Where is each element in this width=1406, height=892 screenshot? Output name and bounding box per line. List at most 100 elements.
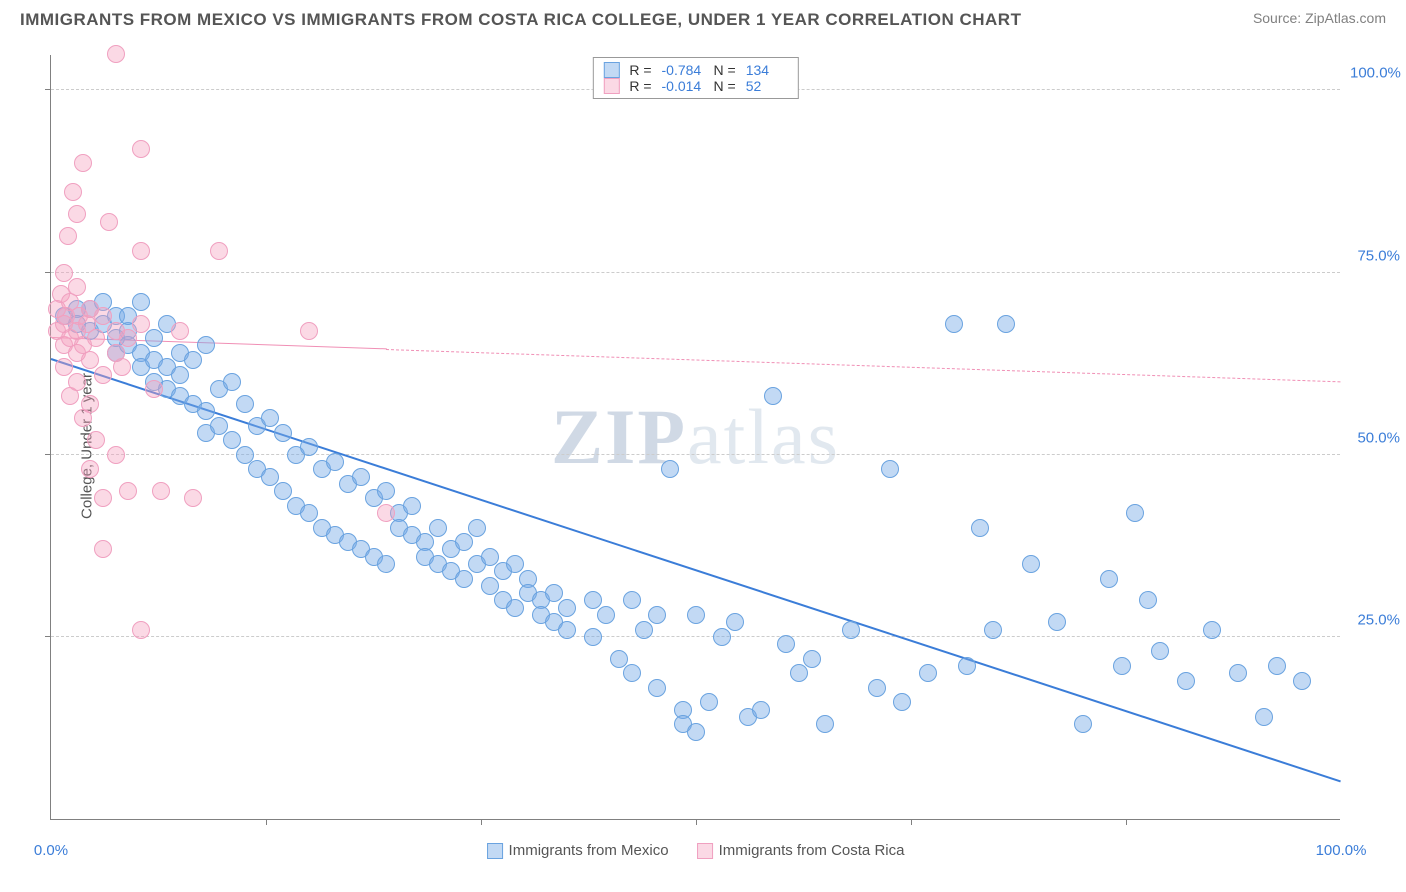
legend-swatch bbox=[603, 78, 619, 94]
data-point bbox=[752, 701, 770, 719]
data-point bbox=[984, 621, 1002, 639]
trend-line bbox=[386, 349, 1341, 382]
data-point bbox=[713, 628, 731, 646]
data-point bbox=[377, 504, 395, 522]
watermark: ZIPatlas bbox=[551, 392, 840, 482]
data-point bbox=[94, 540, 112, 558]
data-point bbox=[300, 504, 318, 522]
data-point bbox=[597, 606, 615, 624]
data-point bbox=[1255, 708, 1273, 726]
data-point bbox=[481, 577, 499, 595]
data-point bbox=[1203, 621, 1221, 639]
legend-n-label: N = bbox=[714, 78, 736, 94]
data-point bbox=[261, 409, 279, 427]
data-point bbox=[623, 664, 641, 682]
data-point bbox=[584, 628, 602, 646]
data-point bbox=[623, 591, 641, 609]
data-point bbox=[352, 468, 370, 486]
data-point bbox=[881, 460, 899, 478]
data-point bbox=[816, 715, 834, 733]
data-point bbox=[145, 329, 163, 347]
data-point bbox=[132, 621, 150, 639]
data-point bbox=[132, 293, 150, 311]
data-point bbox=[468, 519, 486, 537]
data-point bbox=[132, 140, 150, 158]
data-point bbox=[1293, 672, 1311, 690]
legend-n-label: N = bbox=[714, 62, 736, 78]
data-point bbox=[610, 650, 628, 668]
data-point bbox=[74, 154, 92, 172]
y-tick-label: 25.0% bbox=[1350, 611, 1400, 628]
data-point bbox=[893, 693, 911, 711]
data-point bbox=[635, 621, 653, 639]
legend-r-value: -0.014 bbox=[662, 78, 704, 94]
data-point bbox=[403, 497, 421, 515]
data-point bbox=[171, 366, 189, 384]
data-point bbox=[145, 380, 163, 398]
series-legend-label: Immigrants from Costa Rica bbox=[719, 842, 905, 859]
data-point bbox=[236, 395, 254, 413]
y-tick-label: 50.0% bbox=[1350, 429, 1400, 446]
data-point bbox=[1074, 715, 1092, 733]
data-point bbox=[997, 315, 1015, 333]
data-point bbox=[700, 693, 718, 711]
data-point bbox=[184, 351, 202, 369]
data-point bbox=[210, 417, 228, 435]
data-point bbox=[55, 264, 73, 282]
data-point bbox=[377, 555, 395, 573]
x-tick bbox=[481, 819, 482, 825]
data-point bbox=[107, 45, 125, 63]
data-point bbox=[94, 366, 112, 384]
legend-r-value: -0.784 bbox=[662, 62, 704, 78]
legend-swatch bbox=[697, 843, 713, 859]
x-tick-label: 100.0% bbox=[1316, 842, 1367, 859]
series-legend-label: Immigrants from Mexico bbox=[509, 842, 669, 859]
data-point bbox=[842, 621, 860, 639]
data-point bbox=[868, 679, 886, 697]
data-point bbox=[55, 358, 73, 376]
data-point bbox=[1048, 613, 1066, 631]
data-point bbox=[223, 431, 241, 449]
data-point bbox=[790, 664, 808, 682]
data-point bbox=[68, 205, 86, 223]
data-point bbox=[455, 533, 473, 551]
data-point bbox=[1177, 672, 1195, 690]
data-point bbox=[1022, 555, 1040, 573]
data-point bbox=[584, 591, 602, 609]
trend-line bbox=[51, 358, 1342, 782]
legend-swatch bbox=[487, 843, 503, 859]
data-point bbox=[1126, 504, 1144, 522]
data-point bbox=[113, 358, 131, 376]
correlation-legend-row: R =-0.014N =52 bbox=[603, 78, 787, 94]
legend-n-value: 134 bbox=[746, 62, 788, 78]
data-point bbox=[274, 482, 292, 500]
x-tick bbox=[911, 819, 912, 825]
correlation-legend-row: R =-0.784N =134 bbox=[603, 62, 787, 78]
data-point bbox=[919, 664, 937, 682]
data-point bbox=[726, 613, 744, 631]
series-legend: Immigrants from Mexico Immigrants from Co… bbox=[487, 842, 905, 859]
data-point bbox=[94, 307, 112, 325]
data-point bbox=[1151, 642, 1169, 660]
x-tick bbox=[1126, 819, 1127, 825]
data-point bbox=[648, 606, 666, 624]
data-point bbox=[687, 723, 705, 741]
data-point bbox=[119, 482, 137, 500]
x-tick-label: 0.0% bbox=[34, 842, 68, 859]
data-point bbox=[64, 183, 82, 201]
legend-r-label: R = bbox=[629, 78, 651, 94]
data-point bbox=[59, 227, 77, 245]
data-point bbox=[68, 278, 86, 296]
y-tick-label: 75.0% bbox=[1350, 247, 1400, 264]
data-point bbox=[1100, 570, 1118, 588]
data-point bbox=[100, 213, 118, 231]
data-point bbox=[1229, 664, 1247, 682]
data-point bbox=[87, 329, 105, 347]
data-point bbox=[558, 621, 576, 639]
data-point bbox=[558, 599, 576, 617]
data-point bbox=[119, 329, 137, 347]
data-point bbox=[1113, 657, 1131, 675]
data-point bbox=[197, 402, 215, 420]
series-legend-item: Immigrants from Costa Rica bbox=[697, 842, 905, 859]
data-point bbox=[1139, 591, 1157, 609]
